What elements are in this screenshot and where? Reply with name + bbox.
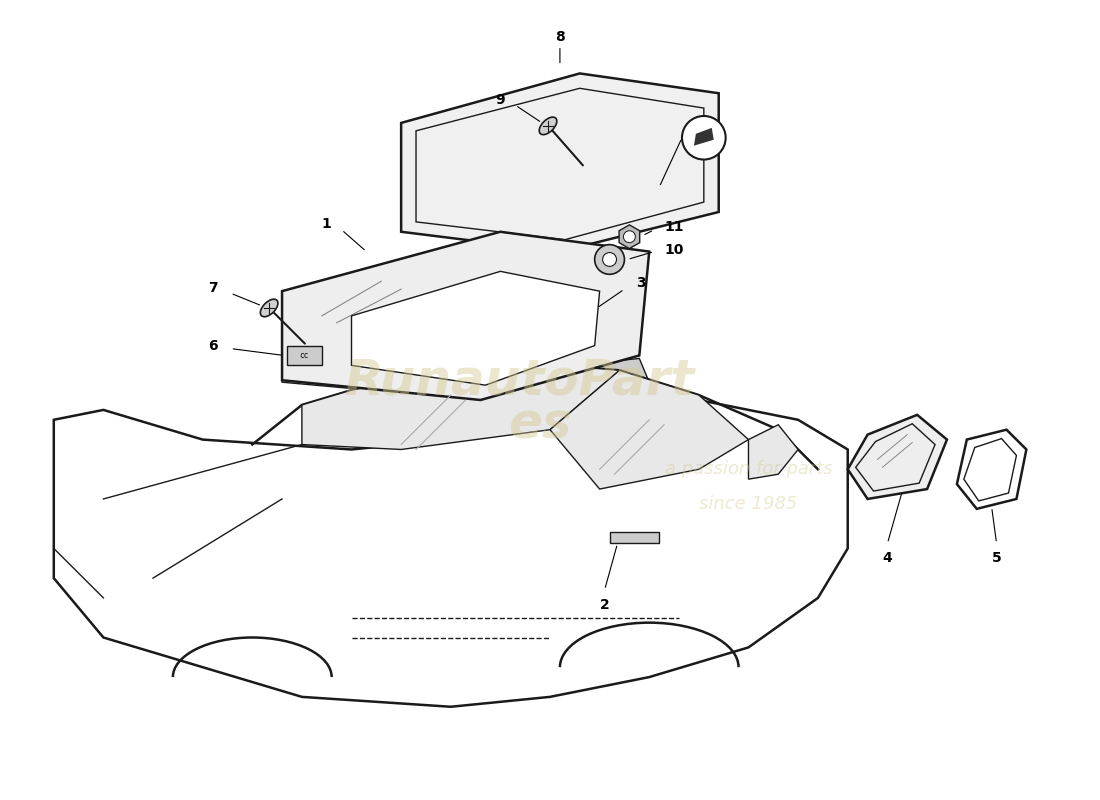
Circle shape bbox=[624, 230, 636, 242]
Circle shape bbox=[682, 116, 726, 159]
Text: 2: 2 bbox=[600, 598, 609, 612]
Text: 1: 1 bbox=[322, 217, 331, 231]
Text: 6: 6 bbox=[208, 338, 218, 353]
Polygon shape bbox=[748, 425, 799, 479]
Polygon shape bbox=[352, 271, 600, 385]
Polygon shape bbox=[54, 390, 848, 706]
Polygon shape bbox=[848, 415, 947, 499]
Circle shape bbox=[603, 253, 616, 266]
Text: RunautoPart: RunautoPart bbox=[345, 356, 695, 404]
Ellipse shape bbox=[539, 117, 557, 134]
Text: 3: 3 bbox=[637, 276, 646, 290]
Polygon shape bbox=[619, 225, 640, 249]
Text: cc: cc bbox=[299, 351, 308, 360]
Polygon shape bbox=[301, 361, 619, 450]
Text: since 1985: since 1985 bbox=[700, 495, 798, 513]
Text: 11: 11 bbox=[664, 220, 684, 234]
Polygon shape bbox=[287, 346, 321, 366]
Polygon shape bbox=[282, 355, 649, 402]
Ellipse shape bbox=[261, 299, 278, 317]
Text: 4: 4 bbox=[882, 551, 892, 566]
Text: es: es bbox=[508, 401, 572, 449]
Text: 5: 5 bbox=[992, 551, 1001, 566]
Text: 8: 8 bbox=[556, 30, 564, 44]
Text: a passion for parts: a passion for parts bbox=[664, 460, 833, 478]
Polygon shape bbox=[550, 370, 748, 489]
Polygon shape bbox=[694, 128, 714, 146]
Circle shape bbox=[595, 245, 625, 274]
Polygon shape bbox=[282, 232, 649, 400]
Text: 7: 7 bbox=[208, 281, 218, 295]
Bar bbox=[609, 532, 659, 543]
Text: 9: 9 bbox=[496, 93, 505, 107]
Text: 10: 10 bbox=[664, 242, 684, 257]
Polygon shape bbox=[402, 74, 718, 251]
Polygon shape bbox=[957, 430, 1026, 509]
